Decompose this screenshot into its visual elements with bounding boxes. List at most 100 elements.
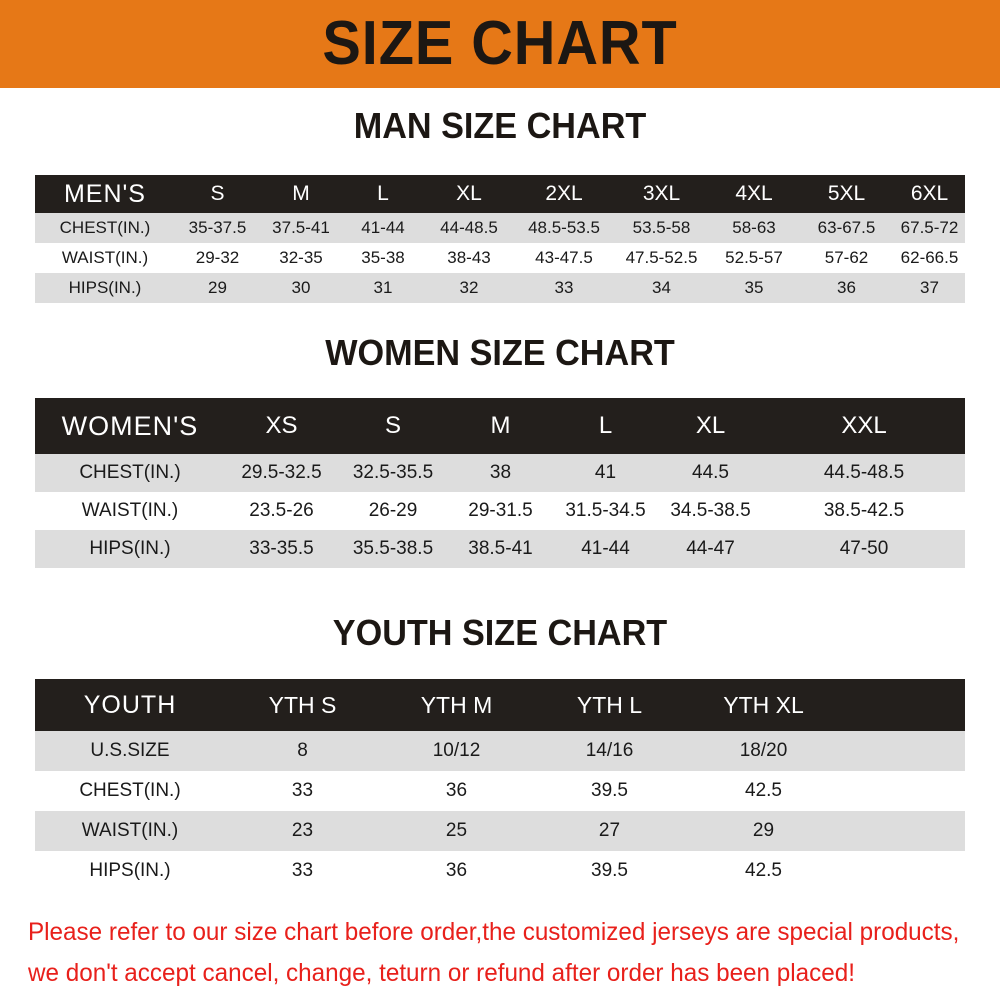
women-cell-2-0: 33-35.5 (249, 538, 314, 559)
man-cell-1-4: 43-47.5 (535, 248, 593, 267)
man-cell-1-1: 32-35 (279, 248, 323, 267)
man-col-header-1: M (292, 182, 310, 205)
table-row: HIPS(IN.) 33-35.5 35.5-38.5 38.5-41 41-4… (35, 530, 965, 568)
youth-cell-3-2: 39.5 (591, 860, 628, 881)
women-cell-0-1: 32.5-35.5 (352, 462, 434, 483)
man-cell-0-2: 41-44 (361, 218, 405, 237)
man-cell-2-8: 37 (920, 278, 939, 297)
youth-cell-0-1: 10/12 (432, 740, 481, 761)
women-col-header-4: XL (695, 412, 726, 439)
youth-cell-3-1: 36 (445, 860, 468, 881)
youth-cell-1-2: 39.5 (591, 780, 628, 801)
women-col-header-1: S (384, 412, 401, 439)
man-cell-0-6: 58-63 (732, 218, 776, 237)
man-row-label-0: CHEST(IN.) (59, 218, 151, 237)
youth-size-table: YOUTH YTH S YTH M YTH L YTH XL U.S.SIZE … (35, 679, 965, 891)
youth-cell-3-0: 33 (291, 860, 314, 881)
women-cell-1-1: 26-29 (368, 500, 418, 521)
man-cell-2-1: 30 (291, 278, 311, 297)
women-cell-2-3: 41-44 (581, 538, 630, 559)
return-policy-line-2: we don't accept cancel, change, teturn o… (28, 959, 855, 987)
man-cell-1-0: 29-32 (195, 248, 240, 267)
youth-cell-1-3: 42.5 (745, 780, 782, 801)
women-size-table: WOMEN'S XS S M L XL XXL CHEST(IN.) 29.5-… (35, 398, 965, 568)
women-section-heading: WOMEN SIZE CHART (325, 332, 675, 373)
women-row-label-0: CHEST(IN.) (79, 462, 181, 483)
women-cell-2-4: 44-47 (686, 538, 735, 559)
women-col-header-3: L (598, 412, 613, 439)
man-col-header-0: S (210, 182, 225, 205)
women-cell-0-3: 41 (594, 462, 617, 483)
man-col-header-5: 3XL (642, 182, 681, 205)
table-row: CHEST(IN.) 35-37.5 37.5-41 41-44 44-48.5… (35, 213, 965, 243)
youth-row-label-2: WAIST(IN.) (81, 820, 179, 841)
table-row: WAIST(IN.) 29-32 32-35 35-38 38-43 43-47… (35, 243, 965, 273)
youth-table-header-row: YOUTH YTH S YTH M YTH L YTH XL (35, 679, 965, 731)
man-cell-2-3: 32 (459, 278, 479, 297)
man-cell-2-7: 36 (837, 278, 856, 297)
women-cell-1-4: 34.5-38.5 (670, 500, 751, 521)
page-title: SIZE CHART (322, 9, 678, 78)
man-cell-1-6: 52.5-57 (725, 248, 783, 267)
women-row-label-2: HIPS(IN.) (89, 538, 171, 559)
return-policy-note: Please refer to our size chart before or… (28, 912, 960, 994)
man-cell-0-8: 67.5-72 (900, 218, 959, 237)
youth-cell-1-4 (841, 771, 965, 811)
man-col-header-6: 4XL (735, 182, 773, 205)
women-cell-0-5: 44.5-48.5 (823, 462, 905, 483)
women-cell-1-5: 38.5-42.5 (823, 500, 905, 521)
women-cell-0-0: 29.5-32.5 (241, 462, 322, 483)
youth-col-header-2: YTH L (576, 691, 643, 718)
man-section-heading: MAN SIZE CHART (353, 105, 647, 146)
youth-cell-2-0: 23 (291, 820, 314, 841)
man-col-header-4: 2XL (545, 182, 583, 205)
youth-col-header-3: YTH XL (723, 691, 804, 718)
table-row: HIPS(IN.) 29 30 31 32 33 34 35 36 37 (35, 273, 965, 303)
youth-cell-3-3: 42.5 (745, 860, 782, 881)
man-cell-2-6: 35 (744, 278, 764, 297)
women-row-label-1: WAIST(IN.) (81, 500, 179, 521)
man-cell-1-8: 62-66.5 (900, 248, 959, 267)
table-row: CHEST(IN.) 33 36 39.5 42.5 (35, 771, 965, 811)
table-row: U.S.SIZE 8 10/12 14/16 18/20 (35, 731, 965, 771)
man-col-header-7: 5XL (827, 182, 866, 205)
man-cell-2-0: 29 (208, 278, 227, 297)
man-cell-1-5: 47.5-52.5 (625, 248, 698, 267)
table-row: WAIST(IN.) 23.5-26 26-29 29-31.5 31.5-34… (35, 492, 965, 530)
women-cell-0-4: 44.5 (692, 462, 729, 483)
man-cell-0-5: 53.5-58 (632, 218, 691, 237)
man-row-label-1: WAIST(IN.) (61, 248, 149, 267)
women-cell-0-2: 38 (489, 462, 512, 483)
women-cell-1-3: 31.5-34.5 (565, 500, 646, 521)
youth-section-heading: YOUTH SIZE CHART (332, 612, 668, 653)
man-row-label-2: HIPS(IN.) (68, 278, 142, 297)
return-policy-line-1: Please refer to our size chart before or… (28, 918, 960, 946)
women-col-header-0: XS (265, 412, 298, 439)
man-cell-0-3: 44-48.5 (440, 218, 498, 237)
page-banner: SIZE CHART (0, 0, 1000, 88)
women-col-header-5: XXL (841, 412, 887, 439)
youth-row-label-1: CHEST(IN.) (79, 780, 181, 801)
man-corner-label: MEN'S (63, 179, 146, 208)
man-col-header-8: 6XL (910, 182, 949, 205)
man-table-header-row: MEN'S S M L XL 2XL 3XL 4XL 5XL 6XL (35, 175, 965, 213)
youth-cell-2-2: 27 (598, 820, 621, 841)
man-cell-2-4: 33 (554, 278, 574, 297)
women-cell-1-2: 29-31.5 (468, 500, 533, 521)
table-row: HIPS(IN.) 33 36 39.5 42.5 (35, 851, 965, 891)
man-cell-0-4: 48.5-53.5 (528, 218, 600, 237)
women-cell-1-0: 23.5-26 (249, 500, 314, 521)
youth-cell-2-1: 25 (445, 820, 468, 841)
youth-cell-0-4 (841, 731, 965, 771)
youth-col-header-1: YTH M (420, 691, 493, 718)
man-cell-2-2: 31 (373, 278, 393, 297)
youth-row-label-3: HIPS(IN.) (89, 860, 171, 881)
women-cell-2-5: 47-50 (839, 538, 889, 559)
women-cell-2-2: 38.5-41 (468, 538, 533, 559)
man-cell-0-7: 63-67.5 (817, 218, 876, 237)
youth-cell-0-0: 8 (297, 740, 308, 761)
man-cell-0-0: 35-37.5 (188, 218, 247, 237)
man-cell-0-1: 37.5-41 (272, 218, 330, 237)
man-cell-1-3: 38-43 (447, 248, 491, 267)
